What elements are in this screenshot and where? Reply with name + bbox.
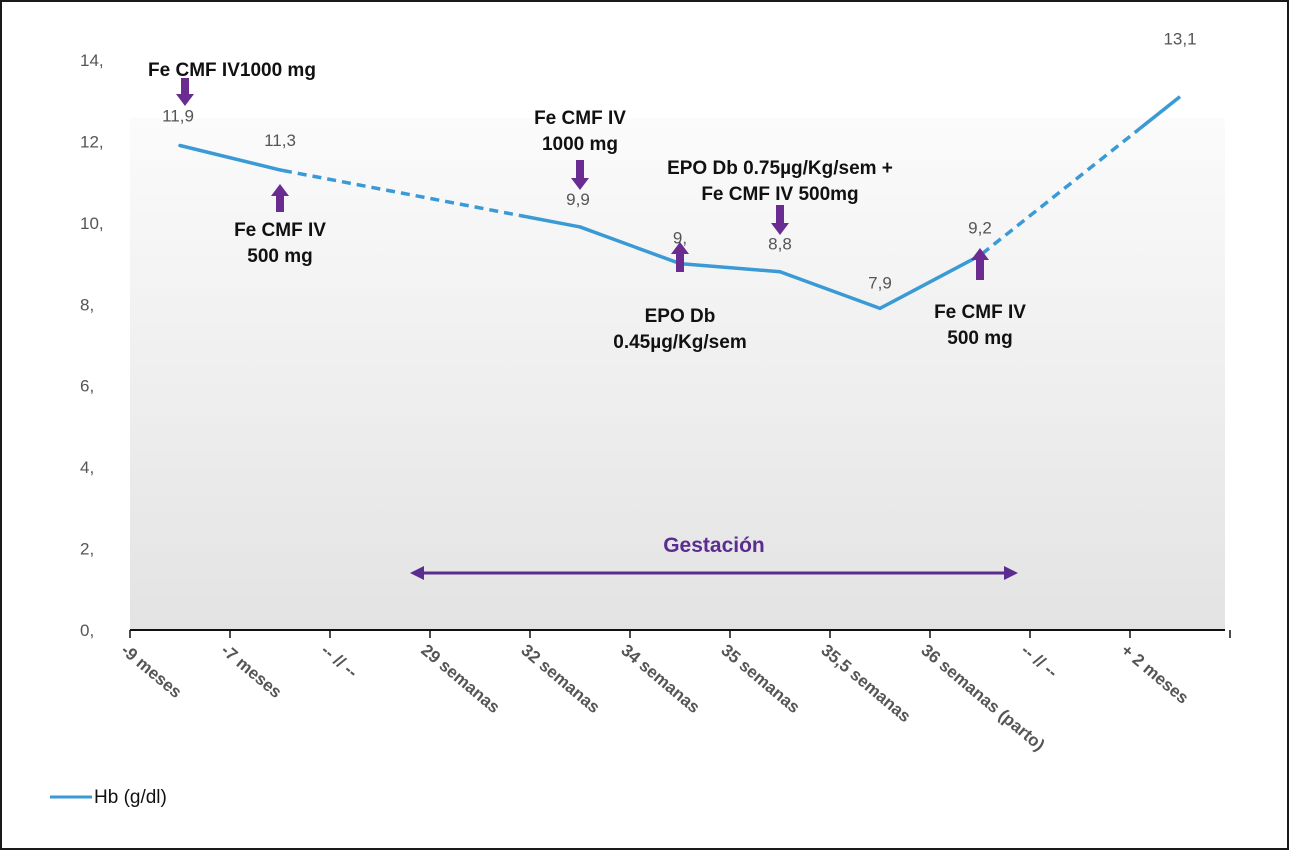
arrow-shaft [976, 259, 984, 280]
annotation-text: Fe CMF IV [234, 220, 326, 241]
arrow-head [176, 94, 194, 106]
series-dashed-segment [282, 168, 521, 218]
data-label: 8,8 [768, 235, 792, 254]
arrow-shaft [181, 78, 189, 95]
x-tick-label: -7 meses [217, 641, 285, 702]
arrow-head [971, 248, 989, 260]
arrow-right-icon [1004, 566, 1018, 580]
y-tick-label: 2, [80, 540, 94, 559]
annotation-text: 500 mg [947, 328, 1012, 349]
data-label: 7,9 [868, 273, 892, 292]
series-segment [878, 253, 982, 311]
data-label: 9,2 [968, 218, 992, 237]
arrow-up-icon [971, 248, 989, 280]
arrow-up-icon [671, 242, 689, 272]
annotation-text: EPO Db [645, 306, 716, 327]
data-label: 13,1 [1163, 30, 1196, 49]
y-tick-label: 6, [80, 377, 94, 396]
x-tick-label: 35,5 semanas [817, 641, 914, 727]
x-tick-label: 32 semanas [517, 641, 603, 718]
arrow-head [771, 223, 789, 235]
arrow-left-icon [410, 566, 424, 580]
arrow-shaft [676, 253, 684, 272]
treatment-annotation: Fe CMF IV 500 mg [234, 184, 326, 267]
series-segment [578, 225, 682, 266]
arrow-down-icon [176, 78, 194, 106]
series-dashed-segment [980, 127, 1142, 256]
arrow-down-icon [771, 205, 789, 235]
series-segment [519, 213, 581, 229]
annotation-text: Fe CMF IV [934, 302, 1026, 323]
series-segment [678, 261, 782, 274]
x-tick-label: + 2 meses [1117, 641, 1192, 708]
series-segment [279, 168, 284, 173]
treatment-annotation: Fe CMF IV 500 mg [934, 248, 1026, 349]
annotation-text: EPO Db 0.75µg/Kg/sem + [667, 158, 893, 179]
treatment-annotation: Fe CMF IV1000 mg [148, 60, 316, 106]
arrow-shaft [776, 205, 784, 224]
arrow-up-icon [271, 184, 289, 212]
x-tick-label: -- // -- [317, 641, 361, 682]
y-tick-label: 10, [80, 214, 104, 233]
legend: Hb (g/dl) [50, 787, 167, 808]
arrow-shaft [576, 160, 584, 179]
y-tick-label: 12, [80, 132, 104, 151]
arrow-head [571, 178, 589, 190]
data-labels: 11,9 11,3 9,9 9, 8,8 7,9 9,2 13,1 [162, 30, 1196, 293]
x-tick-label: -9 meses [117, 641, 185, 702]
y-tick-label: 0, [80, 621, 94, 640]
annotation-text: 500 mg [247, 246, 312, 267]
y-tick-label: 8, [80, 295, 94, 314]
annotation-text: Fe CMF IV1000 mg [148, 60, 316, 81]
arrow-head [671, 242, 689, 254]
x-tick-label: 29 semanas [417, 641, 503, 718]
annotation-text: Fe CMF IV [534, 108, 626, 129]
arrow-shaft [276, 195, 284, 212]
y-tick-label: 14, [80, 51, 104, 70]
y-tick-label: 4, [80, 458, 94, 477]
treatment-annotation: EPO Db 0.45µg/Kg/sem [613, 242, 747, 353]
gestation-label: Gestación [663, 534, 765, 557]
treatment-annotation: EPO Db 0.75µg/Kg/sem + Fe CMF IV 500mg [667, 158, 893, 235]
annotation-text: 1000 mg [542, 134, 618, 155]
gestation-range: Gestación [410, 534, 1018, 580]
data-label: 9, [673, 229, 687, 248]
arrow-down-icon [571, 160, 589, 190]
x-axis: -9 meses -7 meses -- // -- 29 semanas 32 sem… [117, 629, 1231, 755]
series-segment [178, 143, 282, 172]
hb-series-lines [178, 95, 1182, 311]
x-tick-label: 34 semanas [617, 641, 703, 718]
x-tick-label: 35 semanas [717, 641, 803, 718]
series-segment [1138, 95, 1182, 130]
arrow-head [271, 184, 289, 196]
series-segment [778, 269, 882, 311]
y-axis-ticks: 0, 2, 4, 6, 8, 10, 12, 14, [80, 51, 104, 640]
annotation-text: Fe CMF IV 500mg [701, 184, 858, 205]
legend-label: Hb (g/dl) [94, 787, 167, 808]
data-label: 11,9 [162, 107, 194, 126]
x-tick-label: -- // -- [1017, 641, 1061, 682]
treatment-annotation: Fe CMF IV 1000 mg [534, 108, 626, 190]
data-label: 11,3 [264, 131, 296, 150]
data-label: 9,9 [566, 190, 590, 209]
annotation-text: 0.45µg/Kg/sem [613, 332, 746, 353]
plot-background [130, 118, 1225, 630]
